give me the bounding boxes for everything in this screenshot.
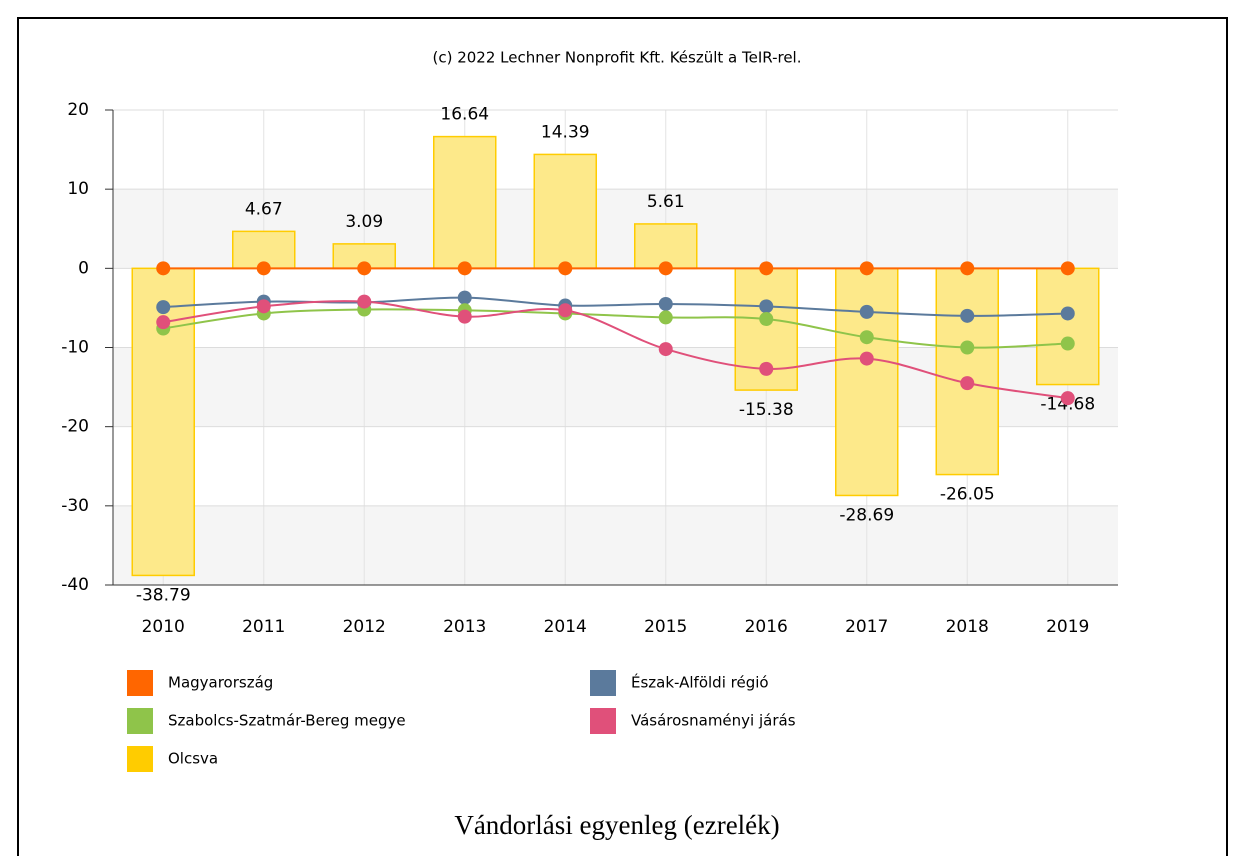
- y-tick-label: 0: [78, 258, 89, 278]
- y-tick-label: -30: [61, 496, 89, 516]
- x-tick-label: 2017: [845, 617, 888, 637]
- data-label: -26.05: [940, 485, 995, 505]
- point: [156, 300, 171, 315]
- y-tick-label: 20: [67, 100, 89, 120]
- point: [357, 294, 372, 309]
- x-tick-label: 2018: [946, 617, 989, 637]
- bar: [433, 135, 497, 270]
- legend-label: Magyarország: [168, 674, 273, 692]
- point: [859, 351, 874, 366]
- legend-label: Szabolcs-Szatmár-Bereg megye: [168, 712, 406, 730]
- point: [859, 304, 874, 319]
- x-tick-label: 2011: [242, 617, 285, 637]
- x-tick-label: 2012: [343, 617, 386, 637]
- line: [163, 308, 1068, 349]
- point: [1060, 391, 1075, 406]
- point: [1060, 336, 1075, 351]
- point: [960, 376, 975, 391]
- legend-swatch: [590, 670, 616, 696]
- data-label: 5.61: [647, 192, 685, 212]
- bar: [835, 267, 899, 497]
- point: [658, 261, 673, 276]
- point: [658, 296, 673, 311]
- plot-band: [113, 505, 1118, 585]
- point: [658, 310, 673, 325]
- data-label: 16.64: [440, 105, 489, 125]
- point: [256, 261, 271, 276]
- bar: [1036, 267, 1100, 386]
- legend-label: Észak-Alföldi régió: [631, 673, 769, 692]
- point: [960, 340, 975, 355]
- data-label: -15.38: [739, 400, 794, 420]
- point: [759, 261, 774, 276]
- frame: [17, 17, 1228, 856]
- point: [759, 299, 774, 314]
- line: [163, 296, 1068, 317]
- y-tick-label: 10: [67, 179, 89, 199]
- data-label: 4.67: [245, 199, 283, 219]
- x-tick-label: 2016: [745, 617, 788, 637]
- y-tick-label: -40: [61, 575, 89, 595]
- point: [558, 303, 573, 318]
- x-tick-label: 2010: [142, 617, 185, 637]
- legend-swatch: [127, 746, 153, 772]
- line: [163, 300, 1068, 400]
- bar: [634, 223, 698, 270]
- point: [1060, 261, 1075, 276]
- bar: [533, 153, 597, 270]
- data-label: 14.39: [541, 122, 590, 142]
- bar: [935, 267, 999, 476]
- point: [1060, 306, 1075, 321]
- point: [859, 330, 874, 345]
- x-tick-label: 2019: [1046, 617, 1089, 637]
- point: [156, 315, 171, 330]
- x-tick-label: 2014: [544, 617, 587, 637]
- point: [357, 261, 372, 276]
- data-label: 3.09: [345, 212, 383, 232]
- point: [256, 299, 271, 314]
- legend-swatch: [127, 670, 153, 696]
- x-tick-label: 2013: [443, 617, 486, 637]
- point: [457, 290, 472, 305]
- legend-swatch: [590, 708, 616, 734]
- point: [759, 361, 774, 376]
- legend-label: Vásárosnaményi járás: [631, 712, 796, 730]
- point: [960, 308, 975, 323]
- point: [457, 309, 472, 324]
- point: [859, 261, 874, 276]
- point: [156, 261, 171, 276]
- point: [759, 312, 774, 326]
- bar: [131, 267, 195, 577]
- credits: (c) 2022 Lechner Nonprofit Kft. Készült …: [432, 49, 801, 67]
- y-tick-label: -10: [61, 338, 89, 358]
- point: [558, 261, 573, 276]
- point: [960, 261, 975, 276]
- data-label: -28.69: [839, 505, 894, 525]
- legend-label: Olcsva: [168, 750, 218, 768]
- data-label: -38.79: [136, 585, 191, 605]
- legend-swatch: [127, 708, 153, 734]
- x-tick-label: 2015: [644, 617, 687, 637]
- chart-title: Vándorlási egyenleg (ezrelék): [454, 810, 779, 840]
- y-tick-label: -20: [61, 417, 89, 437]
- point: [658, 342, 673, 357]
- point: [457, 261, 472, 276]
